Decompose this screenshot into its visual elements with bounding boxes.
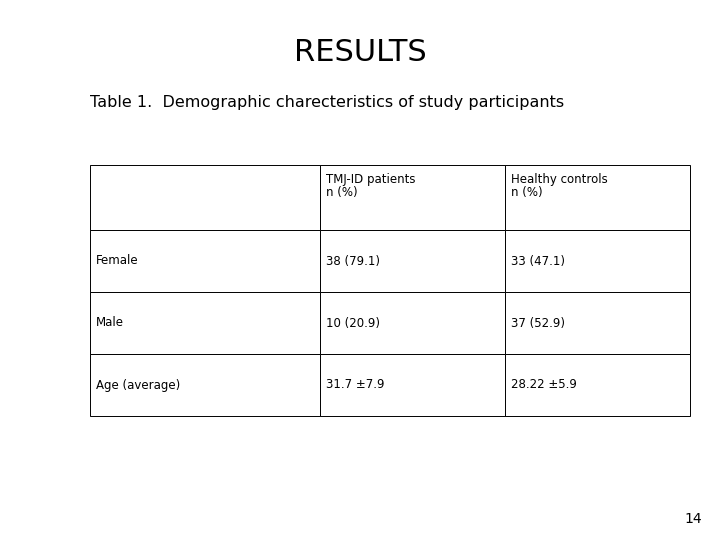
Bar [320, 165, 505, 230]
Bar [505, 354, 690, 416]
Text: 28.22 ±5.9: 28.22 ±5.9 [511, 379, 577, 392]
Bar [90, 165, 320, 230]
Bar [505, 292, 690, 354]
Text: Age (average): Age (average) [96, 379, 180, 392]
Text: Female: Female [96, 254, 139, 267]
Text: n (%): n (%) [511, 186, 543, 199]
Bar [90, 230, 320, 292]
Bar [90, 354, 320, 416]
Text: n (%): n (%) [326, 186, 358, 199]
Bar [320, 292, 505, 354]
Text: RESULTS: RESULTS [294, 38, 426, 67]
Text: Male: Male [96, 316, 124, 329]
Bar [505, 230, 690, 292]
Text: 38 (79.1): 38 (79.1) [326, 254, 380, 267]
Text: 14: 14 [685, 512, 702, 526]
Bar [320, 230, 505, 292]
Bar [320, 354, 505, 416]
Text: 37 (52.9): 37 (52.9) [511, 316, 565, 329]
Text: Healthy controls: Healthy controls [511, 173, 608, 186]
Text: 33 (47.1): 33 (47.1) [511, 254, 565, 267]
Bar [90, 292, 320, 354]
Bar [505, 165, 690, 230]
Text: 10 (20.9): 10 (20.9) [326, 316, 380, 329]
Text: TMJ-ID patients: TMJ-ID patients [326, 173, 415, 186]
Text: 31.7 ±7.9: 31.7 ±7.9 [326, 379, 384, 392]
Text: Table 1.  Demographic charecteristics of study participants: Table 1. Demographic charecteristics of … [90, 95, 564, 110]
